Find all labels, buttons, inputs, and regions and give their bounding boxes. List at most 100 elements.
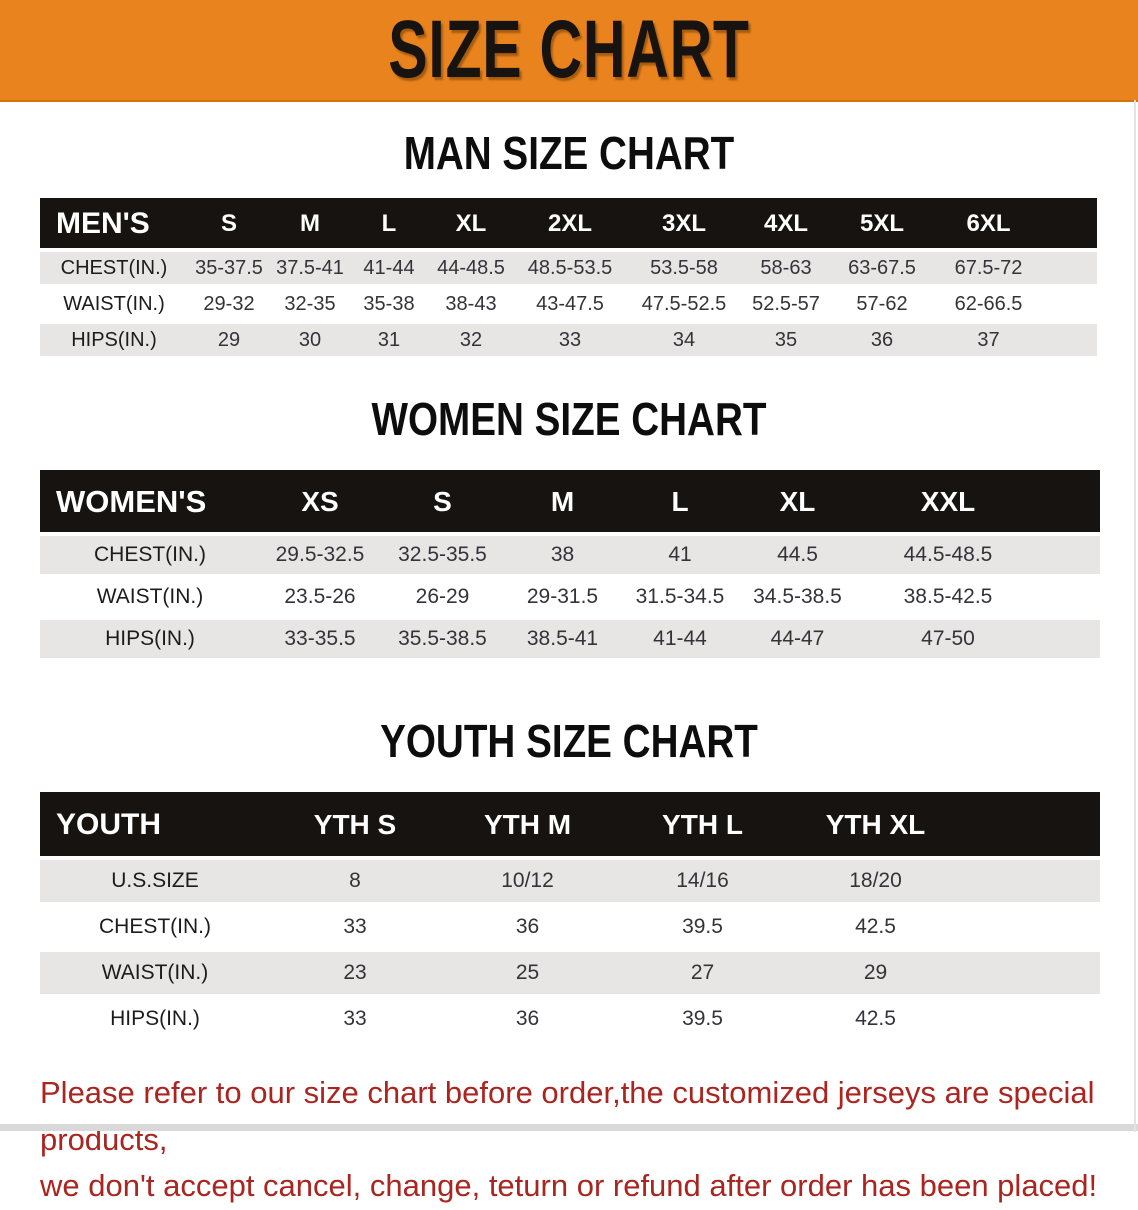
- size-header-cell: S: [380, 471, 505, 536]
- size-header-cell: YTH M: [440, 793, 615, 860]
- size-header-cell: 6XL: [934, 199, 1097, 252]
- row-label: CHEST(IN.): [40, 534, 260, 578]
- size-cell: 43-47.5: [514, 286, 626, 324]
- size-cell: 44-47: [740, 618, 855, 662]
- size-cell: 42.5: [790, 996, 1100, 1044]
- size-header-cell: M: [270, 199, 350, 252]
- table-row: WAIST(IN.) 23 25 27 29: [40, 950, 1100, 998]
- size-cell: 44-48.5: [428, 250, 514, 288]
- size-header-cell: L: [620, 471, 740, 536]
- youth-section-heading: YOUTH SIZE CHART: [380, 715, 758, 767]
- order-notice: Please refer to our size chart before or…: [40, 1070, 1108, 1210]
- right-edge-line: [1134, 100, 1136, 1132]
- size-cell: 33: [270, 904, 440, 952]
- size-cell: 29-31.5: [505, 576, 620, 620]
- size-cell: 33: [270, 996, 440, 1044]
- size-cell: 38.5-42.5: [855, 576, 1100, 620]
- table-row: WAIST(IN.) 23.5-26 26-29 29-31.5 31.5-34.5 34…: [40, 576, 1100, 620]
- size-cell: 53.5-58: [626, 250, 742, 288]
- size-cell: 32: [428, 322, 514, 360]
- row-label: U.S.SIZE: [40, 858, 270, 906]
- size-cell: 58-63: [742, 250, 830, 288]
- size-cell: 44.5: [740, 534, 855, 578]
- size-header-cell: YTH XL: [790, 793, 1100, 860]
- size-cell: 31: [350, 322, 428, 360]
- size-cell: 30: [270, 322, 350, 360]
- banner: SIZE CHART: [0, 0, 1138, 102]
- size-cell: 38: [505, 534, 620, 578]
- row-label: HIPS(IN.): [40, 322, 188, 360]
- size-cell: 23.5-26: [260, 576, 380, 620]
- size-cell: 41-44: [620, 618, 740, 662]
- size-cell: 37.5-41: [270, 250, 350, 288]
- size-cell: 42.5: [790, 904, 1100, 952]
- size-cell: 14/16: [615, 858, 790, 906]
- order-notice-line1: Please refer to our size chart before or…: [40, 1075, 1095, 1157]
- order-notice-line2: we don't accept cancel, change, teturn o…: [40, 1168, 1098, 1203]
- size-cell: 33: [514, 322, 626, 360]
- size-cell: 35.5-38.5: [380, 618, 505, 662]
- size-header-cell: XL: [740, 471, 855, 536]
- size-header-cell: YTH L: [615, 793, 790, 860]
- size-header-cell: XL: [428, 199, 514, 252]
- page-title: SIZE CHART: [388, 4, 750, 95]
- size-cell: 32-35: [270, 286, 350, 324]
- size-cell: 44.5-48.5: [855, 534, 1100, 578]
- table-title-cell: MEN'S: [40, 199, 188, 252]
- size-cell: 41: [620, 534, 740, 578]
- size-cell: 23: [270, 950, 440, 998]
- size-cell: 25: [440, 950, 615, 998]
- size-cell: 47.5-52.5: [626, 286, 742, 324]
- size-cell: 35-37.5: [188, 250, 270, 288]
- size-header-cell: XS: [260, 471, 380, 536]
- size-cell: 35-38: [350, 286, 428, 324]
- size-header-cell: M: [505, 471, 620, 536]
- size-header-cell: XXL: [855, 471, 1100, 536]
- section-women: WOMEN SIZE CHART WOMEN'S XS S M L XL XXL CHEST(…: [0, 360, 1138, 662]
- table-title-cell: YOUTH: [40, 793, 270, 860]
- size-cell: 63-67.5: [830, 250, 934, 288]
- size-header-cell: 2XL: [514, 199, 626, 252]
- size-cell: 32.5-35.5: [380, 534, 505, 578]
- size-cell: 18/20: [790, 858, 1100, 906]
- row-label: HIPS(IN.): [40, 618, 260, 662]
- table-row: CHEST(IN.) 35-37.5 37.5-41 41-44 44-48.5 48.5…: [40, 250, 1097, 288]
- size-cell: 39.5: [615, 904, 790, 952]
- size-cell: 36: [830, 322, 934, 360]
- youth-size-table: YOUTH YTH S YTH M YTH L YTH XL U.S.SIZE 8 10/12…: [40, 792, 1100, 1044]
- size-cell: 67.5-72: [934, 250, 1097, 288]
- size-header-cell: YTH S: [270, 793, 440, 860]
- size-cell: 29-32: [188, 286, 270, 324]
- size-cell: 37: [934, 322, 1097, 360]
- size-cell: 36: [440, 996, 615, 1044]
- table-title-cell: WOMEN'S: [40, 471, 260, 536]
- size-cell: 38.5-41: [505, 618, 620, 662]
- size-cell: 47-50: [855, 618, 1100, 662]
- size-cell: 8: [270, 858, 440, 906]
- row-label: WAIST(IN.): [40, 950, 270, 998]
- section-men: MAN SIZE CHART MEN'S S M L XL 2XL 3XL 4XL 5XL 6XL…: [0, 102, 1138, 360]
- size-cell: 34: [626, 322, 742, 360]
- section-youth: YOUTH SIZE CHART YOUTH YTH S YTH M YTH L YTH…: [0, 662, 1138, 1044]
- table-row: HIPS(IN.) 29 30 31 32 33 34 35 36 37: [40, 322, 1097, 360]
- size-header-cell: 4XL: [742, 199, 830, 252]
- size-cell: 62-66.5: [934, 286, 1097, 324]
- row-label: WAIST(IN.): [40, 286, 188, 324]
- women-section-heading: WOMEN SIZE CHART: [371, 393, 767, 445]
- size-cell: 35: [742, 322, 830, 360]
- table-row: U.S.SIZE 8 10/12 14/16 18/20: [40, 858, 1100, 906]
- row-label: CHEST(IN.): [40, 904, 270, 952]
- size-header-cell: 3XL: [626, 199, 742, 252]
- size-cell: 29: [188, 322, 270, 360]
- men-size-table: MEN'S S M L XL 2XL 3XL 4XL 5XL 6XL CHEST(IN.) 35-37…: [40, 198, 1097, 360]
- women-size-table: WOMEN'S XS S M L XL XXL CHEST(IN.) 29.5-32.5 32.5…: [40, 470, 1100, 662]
- size-cell: 57-62: [830, 286, 934, 324]
- size-header-row: WOMEN'S XS S M L XL XXL: [40, 471, 1100, 536]
- size-header-cell: L: [350, 199, 428, 252]
- row-label: HIPS(IN.): [40, 996, 270, 1044]
- table-row: WAIST(IN.) 29-32 32-35 35-38 38-43 43-47.5 47.…: [40, 286, 1097, 324]
- size-cell: 29: [790, 950, 1100, 998]
- row-label: CHEST(IN.): [40, 250, 188, 288]
- men-section-heading: MAN SIZE CHART: [403, 127, 735, 179]
